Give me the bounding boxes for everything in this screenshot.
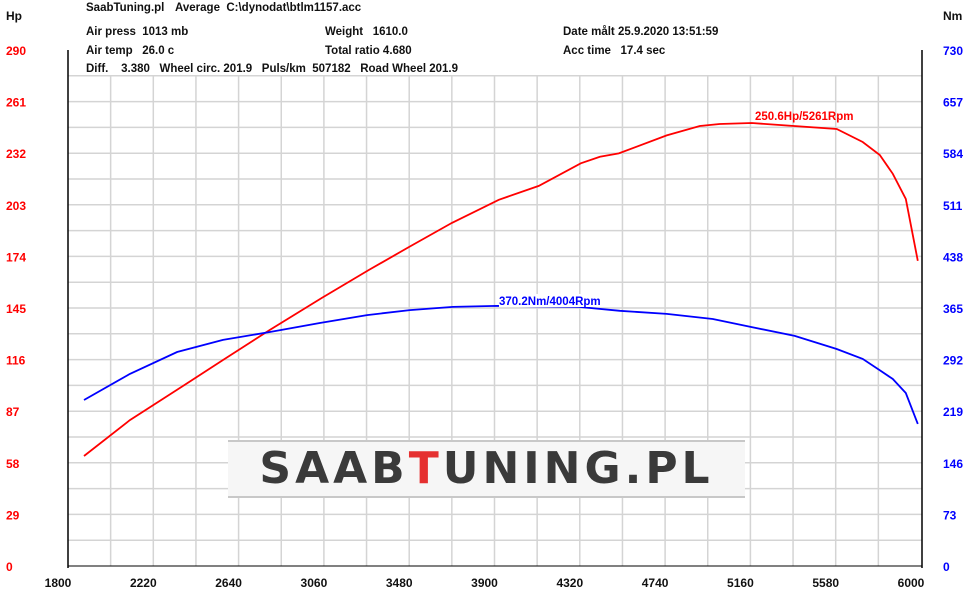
tick-labels: 1800 2220 2640 3060 3480 3900 4320 4740 5160 5580… (6, 44, 963, 590)
y-left-tick-label: 87 (6, 405, 20, 419)
y-right-tick-label: 146 (943, 457, 963, 471)
y-left-tick-label: 58 (6, 457, 20, 471)
y-right-tick-label: 730 (943, 44, 963, 58)
axes (67, 50, 923, 568)
x-tick-label: 5160 (727, 576, 754, 590)
y-right-tick-label: 219 (943, 405, 963, 419)
y-left-tick-label: 203 (6, 199, 26, 213)
x-tick-label: 4740 (642, 576, 669, 590)
y-left-tick-label: 145 (6, 302, 26, 316)
series-line-nm (83, 304, 919, 425)
x-tick-label: 3480 (386, 576, 413, 590)
hp-peak-label: 250.6Hp/5261Rpm (755, 111, 853, 123)
y-right-tick-label: 292 (943, 354, 963, 368)
file-path: Average C:\dynodat\btlm1157.acc (175, 2, 362, 14)
brand-name: SaabTuning.pl (86, 2, 165, 14)
y-left-tick-label: 290 (6, 44, 26, 58)
saabtuning-logo-watermark: SAABTUNING.PL (228, 440, 745, 498)
x-tick-label: 2640 (215, 576, 242, 590)
y-right-tick-label: 73 (943, 508, 957, 522)
nm-peak-label: 370.2Nm/4004Rpm (499, 296, 601, 308)
date-measured: Date målt 25.9.2020 13:51:59 (563, 26, 719, 38)
x-tick-label: 2220 (130, 576, 157, 590)
total-ratio: Total ratio 4.680 (325, 45, 412, 57)
x-tick-label: 6000 (898, 576, 925, 590)
nm-peak-label-background (499, 294, 609, 307)
y-left-tick-label: 0 (6, 560, 13, 574)
logo-part-1: SAAB (259, 443, 409, 494)
x-tick-label: 3900 (471, 576, 498, 590)
y-right-tick-label: 511 (943, 199, 963, 213)
series-line-hp (83, 122, 919, 457)
weight: Weight 1610.0 (325, 26, 408, 38)
diff-wheel-info: Diff. 3.380 Wheel circ. 201.9 Puls/km 50… (86, 63, 459, 75)
y-right-tick-label: 584 (943, 147, 963, 161)
logo-part-3: UNING.PL (442, 443, 714, 494)
y-left-tick-label: 29 (6, 508, 20, 522)
y-left-tick-label: 232 (6, 147, 26, 161)
y-left-tick-label: 261 (6, 96, 26, 110)
acc-time: Acc time 17.4 sec (563, 45, 666, 57)
logo-part-t: T (408, 443, 443, 494)
y-right-tick-label: 438 (943, 250, 963, 264)
x-tick-label: 1800 (45, 576, 72, 590)
air-press: Air press 1013 mb (86, 26, 189, 38)
x-tick-label: 4320 (556, 576, 583, 590)
y-right-tick-label: 365 (943, 302, 963, 316)
y-left-tick-label: 174 (6, 250, 26, 264)
x-tick-label: 5580 (812, 576, 839, 590)
y-left-axis-label: Hp (6, 9, 22, 23)
air-temp: Air temp 26.0 c (86, 45, 175, 57)
y-right-axis-label: Nm (943, 9, 962, 23)
y-right-tick-label: 657 (943, 96, 963, 110)
y-left-tick-label: 116 (6, 354, 26, 368)
y-right-tick-label: 0 (943, 560, 950, 574)
x-tick-label: 3060 (301, 576, 328, 590)
